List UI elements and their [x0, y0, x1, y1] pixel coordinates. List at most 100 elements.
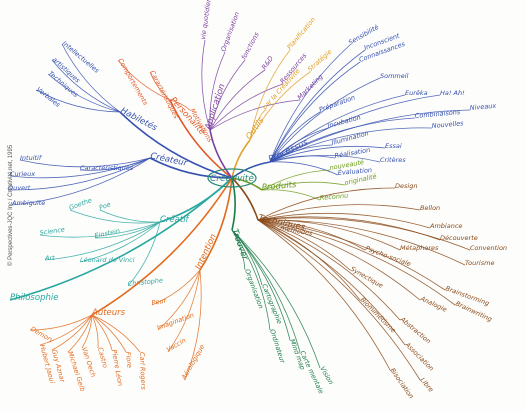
- sub-branch-label: Comportements: [116, 57, 150, 107]
- branch-label-intention: Intention: [194, 232, 219, 271]
- branch-line: [209, 129, 233, 179]
- sub-branch-line: [257, 212, 431, 229]
- sub-branch-line: [257, 219, 401, 251]
- branch-line: [91, 177, 233, 316]
- branch-line: [231, 161, 271, 179]
- sub-branch-label: Convention: [470, 244, 507, 252]
- sub-branch-line: [9, 157, 151, 179]
- sub-branch-line: [209, 83, 284, 131]
- sub-branch-label: Abstraction: [398, 315, 432, 346]
- sub-branch-line: [47, 73, 121, 113]
- sub-branch-label: Goethe: [68, 196, 93, 212]
- sub-branch-line: [261, 181, 346, 191]
- branch-techniques: TechniquesméthodesDesignBellonAmbianceDé…: [231, 177, 507, 400]
- sub-branch-line: [231, 229, 291, 341]
- sub-branch-line: [257, 219, 391, 371]
- sub-branch-label: Reconnu: [319, 192, 348, 202]
- sub-branch-label: Ouvert: [8, 184, 31, 192]
- branch-label-createurs: Créatif: [160, 214, 191, 225]
- sub-branch-line: [39, 221, 161, 238]
- sub-branch-line: [169, 99, 191, 111]
- sub-branch-label: Essai: [385, 142, 402, 150]
- sub-branch-line: [209, 59, 246, 131]
- sub-branch-line: [44, 221, 161, 261]
- sub-branch-label: R&D: [260, 55, 275, 72]
- sub-branch-line: [151, 269, 201, 306]
- sub-branch-line: [269, 161, 339, 176]
- branch-label-philosophie: Philosophie: [10, 293, 58, 303]
- sub-branch-line: [257, 219, 401, 321]
- sub-branch-line: [261, 169, 331, 191]
- sub-branch-label: Poe: [98, 200, 112, 212]
- sub-branch-line: [269, 77, 381, 163]
- sub-branch-label: Réalisation: [334, 146, 371, 160]
- sub-branch-line: [231, 229, 321, 369]
- sub-branch-line: [209, 99, 301, 131]
- sub-branch-line: [209, 69, 266, 131]
- sub-branch-line: [167, 269, 201, 353]
- sub-branch-label: Combinaisons: [414, 108, 461, 120]
- sub-branch-line: [257, 219, 421, 381]
- branch-createur: CréateurCaractéristiquesIntuitifCurieuxO…: [7, 150, 233, 207]
- sub-branch-label: Nouvelles: [431, 119, 464, 130]
- sub-branch-line: [117, 59, 171, 101]
- sub-branch-label: fonctions: [240, 30, 261, 61]
- sub-branch-label: Verbales: [35, 85, 63, 109]
- sub-branch-label: Caractéristiques: [80, 164, 134, 172]
- sub-branch-line: [257, 219, 421, 301]
- sub-branch-label: Stratégie: [306, 48, 334, 74]
- sub-branch-line: [29, 314, 93, 331]
- sub-branch-label: Organisation: [219, 11, 241, 53]
- sub-branch-label: Van Oech: [80, 346, 97, 378]
- sub-branch-line: [157, 269, 201, 331]
- sub-branch-label: Pierre Léon: [110, 349, 124, 387]
- sub-branch-label: Curieux: [10, 170, 35, 178]
- sub-branch-label: Métaphores: [400, 244, 439, 252]
- sub-branch-label: Castro: [96, 346, 109, 368]
- sub-branch-label: Niveaux: [469, 102, 496, 112]
- sub-branch-line: [67, 314, 93, 353]
- sub-branch-line: [257, 219, 351, 271]
- branch-line: [169, 99, 233, 179]
- sub-branch-line: [269, 117, 416, 163]
- sub-branch-label: Carl Rogers: [138, 352, 147, 391]
- branch-label-auteurs: Auteurs: [91, 308, 126, 318]
- sub-branch-label: Fiore: [124, 351, 133, 368]
- branch-label-produits: Produits: [261, 180, 297, 193]
- sub-branch-line: [257, 204, 421, 221]
- sub-branch-line: [7, 157, 151, 191]
- sub-branch-label: Sommeil: [380, 72, 409, 80]
- sub-branch-line: [269, 155, 381, 163]
- sub-branch-label: Ambiance: [429, 222, 462, 230]
- sub-branch-label: Peur: [151, 296, 168, 307]
- sub-branch-line: [269, 44, 351, 163]
- branch-label-outils: Outils: [244, 115, 267, 141]
- sub-branch-line: [61, 43, 121, 113]
- sub-branch-line: [249, 71, 311, 141]
- sub-branch-line: [257, 219, 406, 346]
- sub-branch-line: [19, 157, 151, 168]
- sub-branch-line: [81, 314, 93, 349]
- sub-branch-label: vie quotidienne: [199, 0, 214, 40]
- sub-branch-line: [127, 221, 161, 287]
- sub-branch-label: Planification: [285, 16, 317, 52]
- branch-line: [231, 177, 236, 231]
- sub-branch-label: Demory: [29, 325, 56, 345]
- sub-branch-line: [269, 49, 366, 163]
- sub-branch-label: Critères: [380, 156, 406, 164]
- branch-line: [149, 157, 233, 179]
- copyright-note: © Perspectives-JQC Inc / Créativité.net,…: [8, 144, 14, 266]
- sub-branch-line: [91, 314, 127, 353]
- sub-branch-label: Libre: [418, 376, 435, 394]
- sub-branch-label: Aérologique: [179, 343, 206, 382]
- sub-branch-line: [269, 109, 471, 163]
- sub-branch-line: [99, 209, 161, 223]
- sub-branch-line: [269, 94, 406, 163]
- branch-line: [231, 177, 259, 221]
- branch-philosophie: Philosophie: [9, 177, 233, 303]
- sub-branch-label: Ha! Ah!: [440, 89, 465, 97]
- sub-branch-line: [91, 314, 99, 349]
- center-node: Créativité: [207, 168, 257, 188]
- sub-branch-line: [11, 157, 151, 206]
